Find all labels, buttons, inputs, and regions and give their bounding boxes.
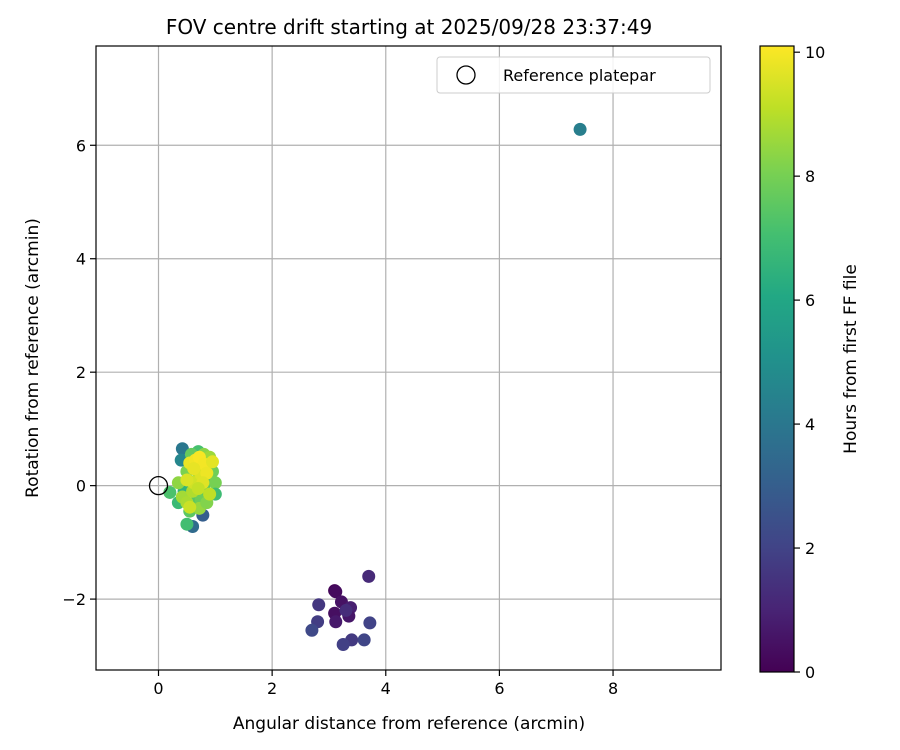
colorbar: 0 2 4 6 8 10 Hours from first FF file [759,43,861,682]
y-tick-label: 4 [76,250,86,269]
scatter-point [208,476,222,490]
y-axis-ticks: −2 0 2 4 6 [62,136,96,609]
y-axis-label: Rotation from reference (arcmin) [23,218,43,498]
x-tick-label: 4 [381,679,391,698]
scatter-point [362,569,376,583]
x-tick-label: 8 [608,679,618,698]
legend-reference-marker [456,65,476,85]
data-points [163,122,587,651]
legend-reference-label: Reference platepar [503,66,656,85]
scatter-point [363,616,377,630]
y-tick-label: 0 [76,477,86,496]
scatter-point [312,598,326,612]
y-tick-label: 2 [76,363,86,382]
scatter-point [329,615,343,629]
x-tick-label: 6 [494,679,504,698]
y-tick-label: 6 [76,136,86,155]
colorbar-ticks: 0 2 4 6 8 10 [794,43,825,682]
colorbar-tick-label: 2 [805,539,815,558]
scatter-point [336,637,350,651]
colorbar-label: Hours from first FF file [841,264,861,454]
x-axis-label: Angular distance from reference (arcmin) [233,714,585,734]
scatter-point [180,517,194,531]
colorbar-gradient [760,46,794,672]
scatter-point [329,585,343,599]
scatter-point [180,473,194,487]
scatter-point [203,487,217,501]
scatter-point [191,481,205,495]
scatter-point [205,455,219,469]
x-tick-label: 2 [267,679,277,698]
x-axis-ticks: 0 2 4 6 8 [153,670,618,698]
scatter-point [305,623,319,637]
colorbar-tick-label: 10 [805,43,825,62]
colorbar-tick-label: 4 [805,415,815,434]
scatter-point [357,633,371,647]
reference-marker [148,475,169,496]
scatter-point [573,122,587,136]
scatter-point [339,603,353,617]
legend-box [436,56,711,94]
x-tick-label: 0 [153,679,163,698]
legend: Reference platepar [436,56,711,94]
plot-area [96,46,721,670]
y-tick-label: −2 [62,590,86,609]
colorbar-tick-label: 0 [805,663,815,682]
colorbar-tick-label: 8 [805,167,815,186]
colorbar-frame [759,45,795,673]
colorbar-tick-label: 6 [805,291,815,310]
scatter-point [183,500,197,514]
chart-title: FOV centre drift starting at 2025/09/28 … [166,15,652,39]
plot-frame [95,45,722,671]
scatter-point [187,462,201,476]
